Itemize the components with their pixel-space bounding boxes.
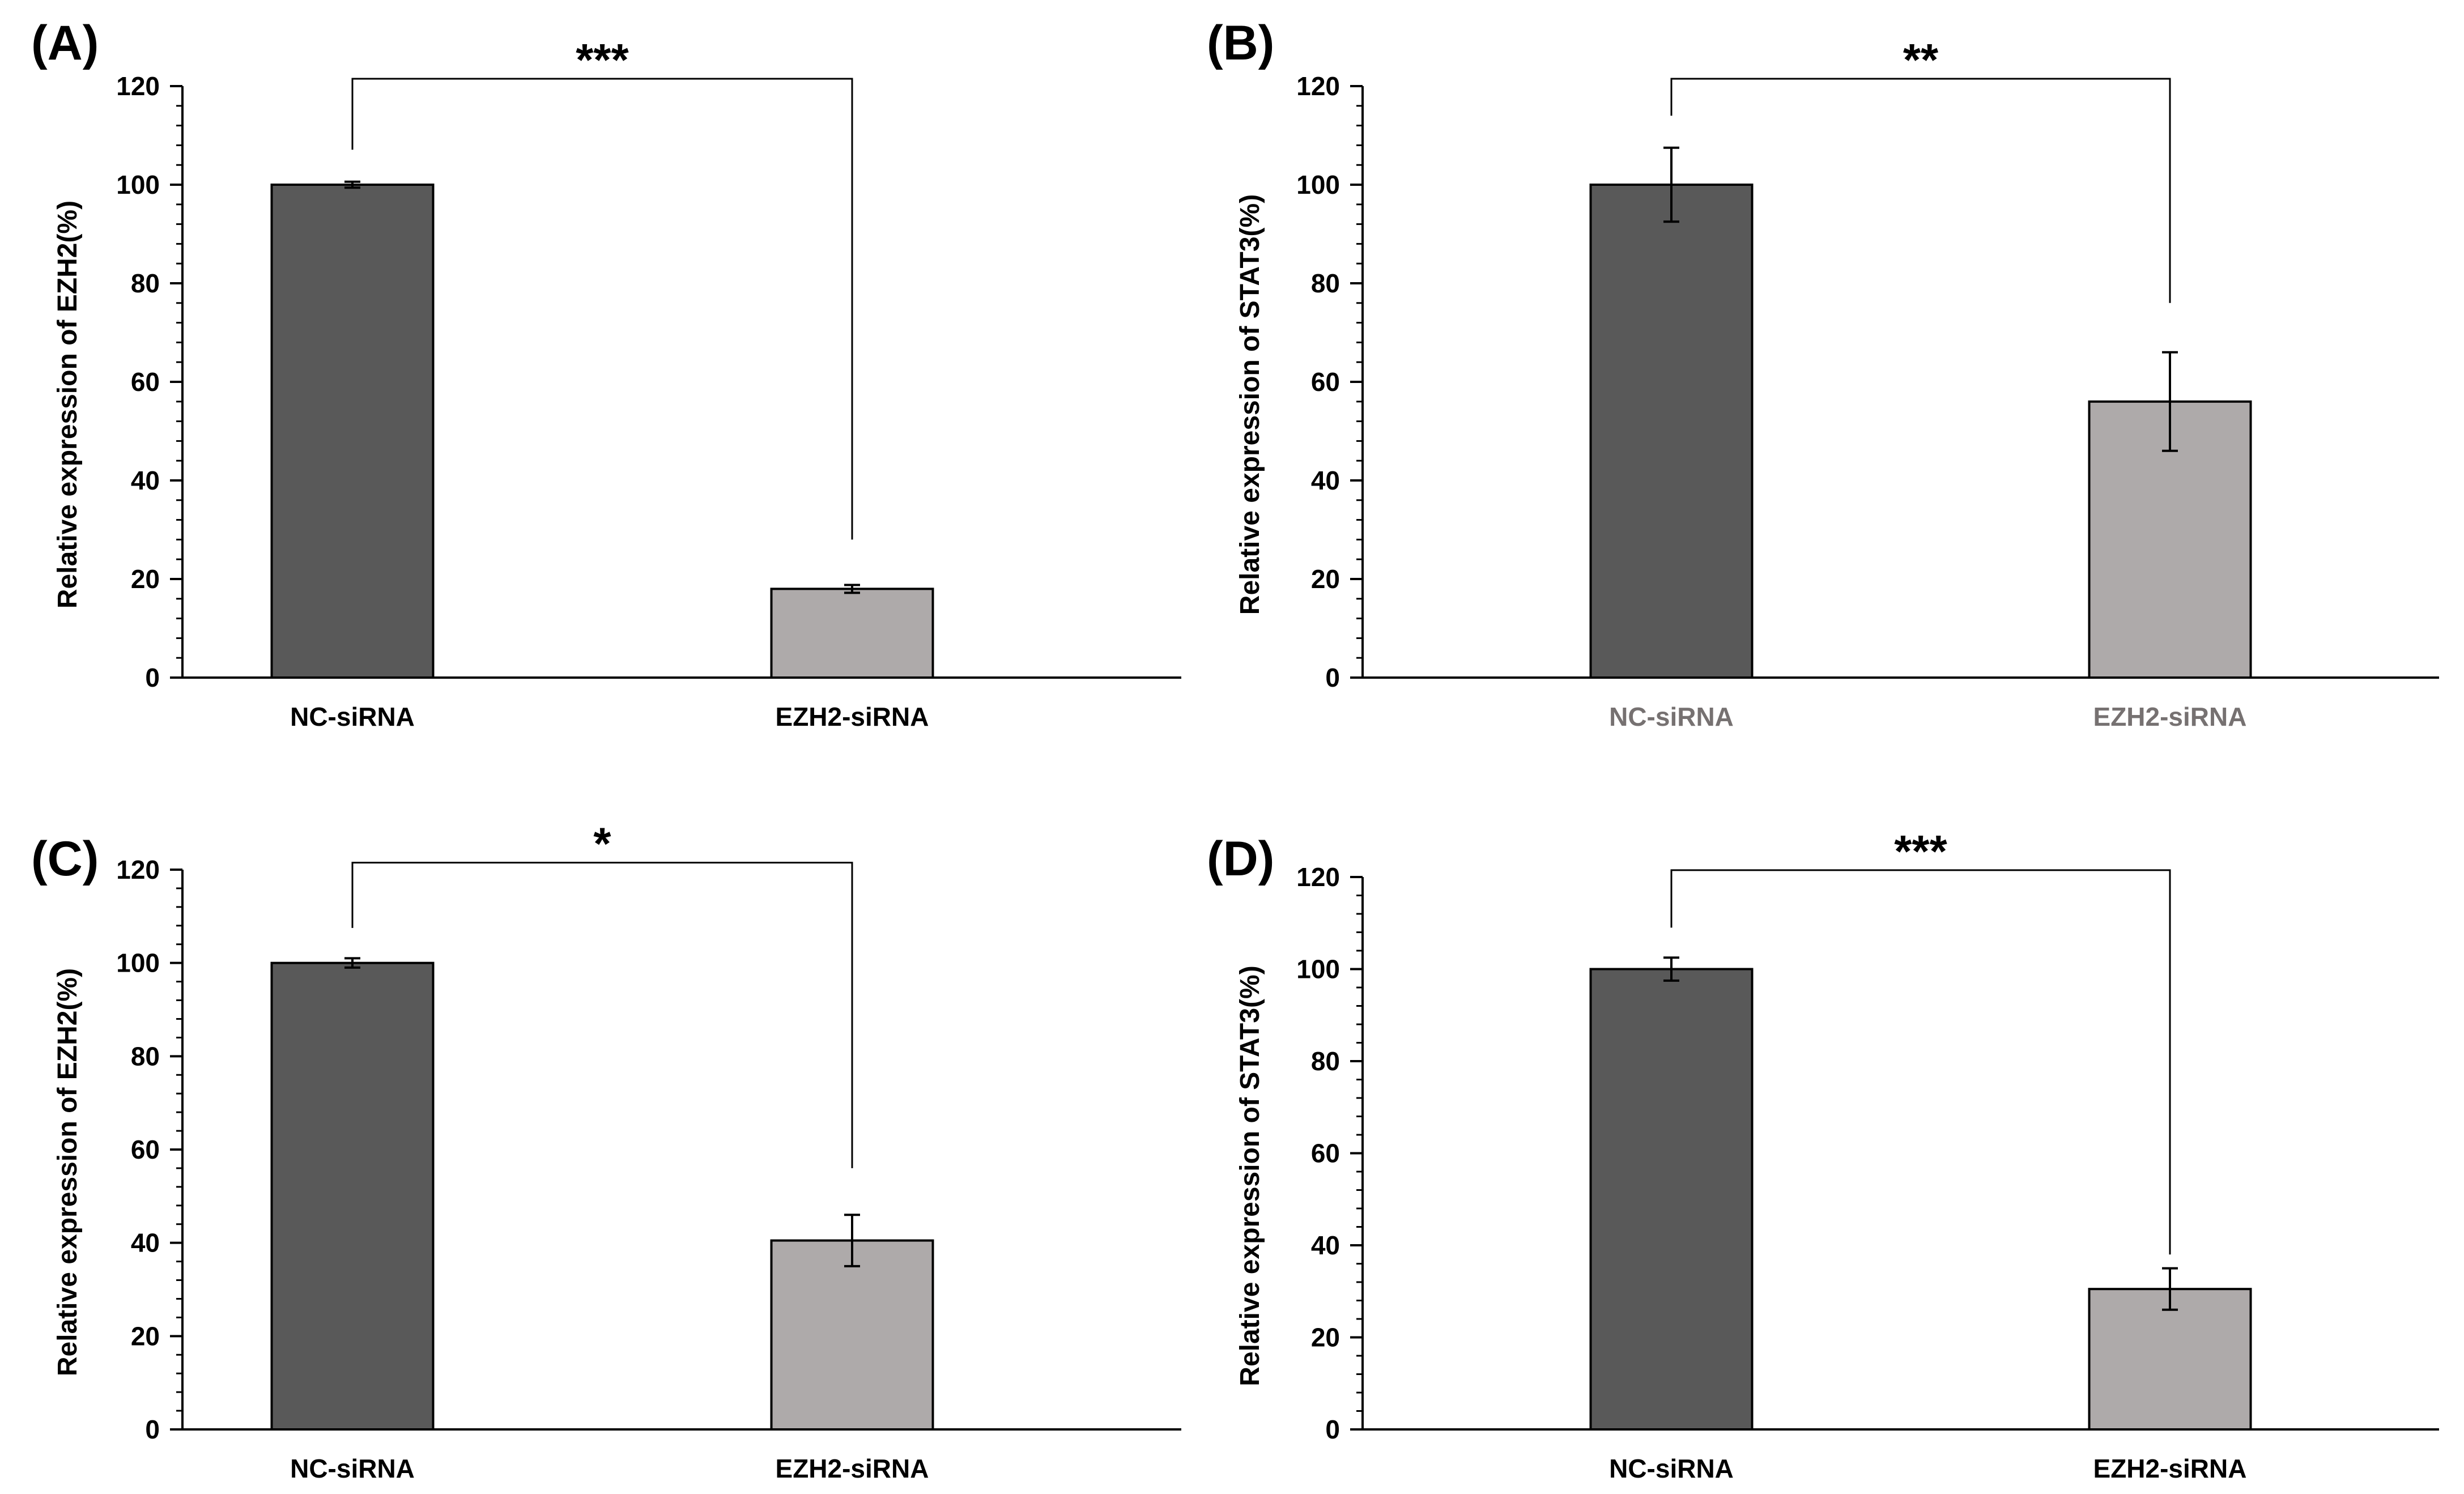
panel-a-significance-stars: *** — [576, 35, 629, 85]
panel-b-y-tick-label: 40 — [1311, 466, 1340, 495]
panel-d-y-tick-label: 80 — [1311, 1046, 1340, 1076]
panel-b-significance-bracket — [1670, 78, 2171, 303]
panel-c-y-tick-label: 100 — [116, 948, 160, 978]
panel-c-y-axis-title: Relative expression of EZH2(%) — [53, 968, 83, 1376]
panel-a-bar-ezh2-sirna — [770, 588, 934, 679]
panel-d-y-tick-label: 60 — [1311, 1139, 1340, 1168]
panel-a-category-label: EZH2-siRNA — [776, 702, 929, 731]
panel-a-y-tick-label: 120 — [116, 71, 160, 101]
panel-c-bar-ezh2-sirna — [770, 1239, 934, 1431]
panel-d-y-axis-title: Relative expression of STAT3(%) — [1235, 965, 1265, 1386]
panel-c-bar-nc-sirna — [270, 961, 435, 1431]
panel-a-y-tick-label: 60 — [131, 367, 160, 397]
panel-a-y-tick-label: 100 — [116, 170, 160, 199]
panel-b-y-tick-label: 120 — [1296, 71, 1340, 101]
panel-c-category-label: NC-siRNA — [290, 1454, 415, 1483]
panel-b-y-tick-label: 60 — [1311, 367, 1340, 397]
panel-c-y-tick-label: 40 — [131, 1228, 160, 1258]
panel-c-y-tick-label: 80 — [131, 1041, 160, 1071]
panel-b-category-label: NC-siRNA — [1609, 702, 1734, 731]
panel-c-significance-stars: * — [593, 819, 611, 869]
panel-a-y-tick-label: 0 — [145, 663, 160, 692]
panel-d-y-tick-label: 120 — [1296, 862, 1340, 892]
panel-d-bar-ezh2-sirna — [2088, 1288, 2252, 1431]
panel-c-significance-bracket — [351, 862, 853, 1168]
panel-d-significance-stars: *** — [1894, 826, 1947, 876]
panel-d-category-label: EZH2-siRNA — [2093, 1454, 2247, 1483]
panel-a-category-label: NC-siRNA — [290, 702, 415, 731]
panel-b-y-axis-title: Relative expression of STAT3(%) — [1235, 194, 1265, 615]
panel-a-y-axis-title: Relative expression of EZH2(%) — [53, 201, 83, 608]
panel-d-label: (D) — [1207, 832, 1274, 886]
panel-b-y-tick-label: 80 — [1311, 269, 1340, 298]
panel-c-y-tick-label: 0 — [145, 1415, 160, 1444]
panel-c-y-tick-label: 20 — [131, 1321, 160, 1351]
panel-a-y-tick-label: 20 — [131, 564, 160, 594]
panel-b-category-label: EZH2-siRNA — [2093, 702, 2247, 731]
panel-a-y-tick-label: 80 — [131, 269, 160, 298]
panel-d-significance-bracket — [1670, 869, 2171, 1255]
panel-a-bar-nc-sirna — [270, 184, 435, 679]
panel-d-category-label: NC-siRNA — [1609, 1454, 1734, 1483]
panel-b-significance-stars: ** — [1903, 35, 1939, 85]
panel-c-y-tick-label: 60 — [131, 1135, 160, 1164]
panel-d-y-tick-label: 40 — [1311, 1231, 1340, 1260]
panel-c-category-label: EZH2-siRNA — [776, 1454, 929, 1483]
panel-d-y-tick-label: 100 — [1296, 955, 1340, 984]
panel-b-label: (B) — [1207, 16, 1274, 70]
panel-d-bar-nc-sirna — [1589, 968, 1754, 1431]
panel-a-significance-bracket — [351, 78, 853, 540]
panel-c-y-tick-label: 120 — [116, 855, 160, 884]
panel-c-label: (C) — [31, 832, 99, 886]
panel-b-bar-nc-sirna — [1589, 184, 1754, 679]
panel-a-y-tick-label: 40 — [131, 466, 160, 495]
panel-d-y-tick-label: 0 — [1325, 1415, 1340, 1444]
panel-b-y-tick-label: 0 — [1325, 663, 1340, 692]
panel-b-y-tick-label: 20 — [1311, 564, 1340, 594]
panel-b-y-tick-label: 100 — [1296, 170, 1340, 199]
panel-a-label: (A) — [31, 16, 99, 70]
panel-d-y-tick-label: 20 — [1311, 1323, 1340, 1352]
